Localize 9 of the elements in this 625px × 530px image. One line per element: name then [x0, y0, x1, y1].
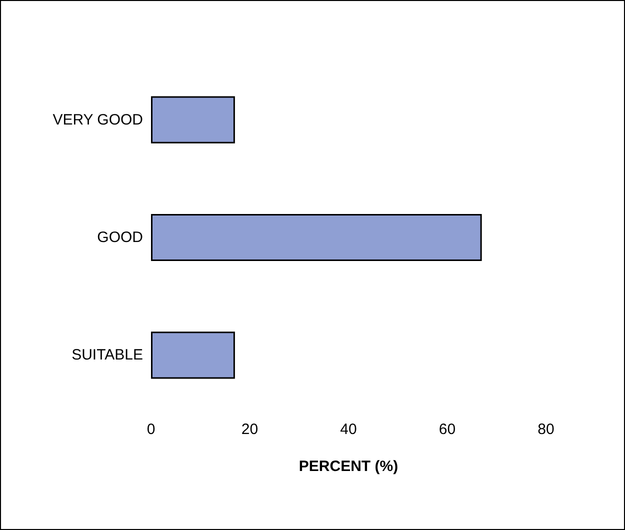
x-tick-label: 80: [538, 421, 554, 438]
x-tick-label: 60: [438, 421, 456, 438]
x-tick-label: 40: [340, 421, 357, 438]
x-tick-label: 20: [241, 421, 258, 438]
y-tick-label: VERY GOOD: [52, 111, 144, 128]
y-tick-label: GOOD: [97, 229, 144, 246]
x-axis-title: PERCENT (%): [298, 458, 398, 475]
y-tick-label: SUITABLE: [72, 346, 143, 364]
x-tick-label: 0: [146, 421, 156, 438]
